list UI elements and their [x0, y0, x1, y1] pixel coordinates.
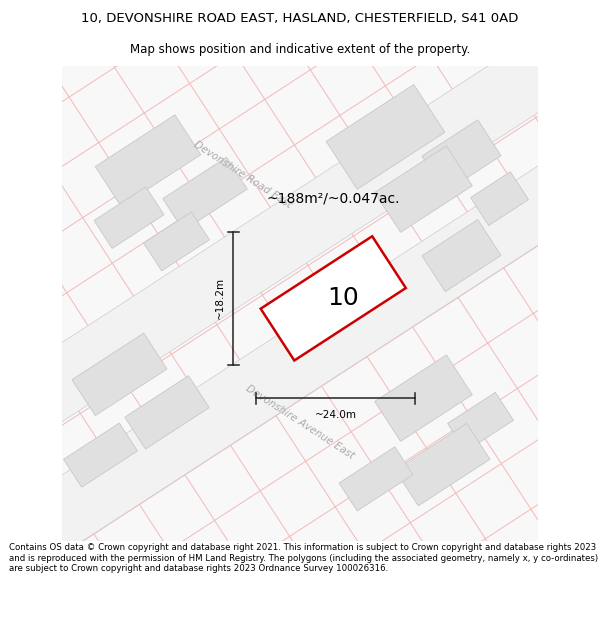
Text: Devonshire Avenue East: Devonshire Avenue East: [244, 383, 356, 461]
Text: Contains OS data © Crown copyright and database right 2021. This information is : Contains OS data © Crown copyright and d…: [9, 543, 598, 573]
Text: ~188m²/~0.047ac.: ~188m²/~0.047ac.: [266, 192, 400, 206]
Polygon shape: [94, 187, 164, 248]
Polygon shape: [339, 447, 413, 511]
Polygon shape: [375, 355, 472, 441]
Polygon shape: [163, 158, 247, 231]
Polygon shape: [422, 219, 501, 292]
Polygon shape: [375, 146, 472, 232]
Polygon shape: [0, 74, 600, 625]
Polygon shape: [448, 392, 514, 451]
Polygon shape: [64, 423, 137, 487]
Polygon shape: [395, 423, 490, 506]
Text: 10, DEVONSHIRE ROAD EAST, HASLAND, CHESTERFIELD, S41 0AD: 10, DEVONSHIRE ROAD EAST, HASLAND, CHEST…: [82, 12, 518, 25]
Polygon shape: [72, 333, 167, 416]
Text: 10: 10: [327, 286, 359, 311]
Polygon shape: [260, 236, 406, 361]
Polygon shape: [0, 0, 600, 532]
Polygon shape: [422, 120, 501, 192]
Polygon shape: [125, 376, 209, 449]
Polygon shape: [326, 84, 445, 189]
Polygon shape: [470, 172, 529, 226]
Text: Map shows position and indicative extent of the property.: Map shows position and indicative extent…: [130, 44, 470, 56]
Polygon shape: [143, 212, 209, 271]
Text: ~24.0m: ~24.0m: [314, 410, 356, 420]
Polygon shape: [95, 115, 201, 206]
Text: ~18.2m: ~18.2m: [215, 278, 225, 319]
Polygon shape: [62, 66, 538, 541]
Text: Devonshire Road East: Devonshire Road East: [192, 139, 294, 210]
